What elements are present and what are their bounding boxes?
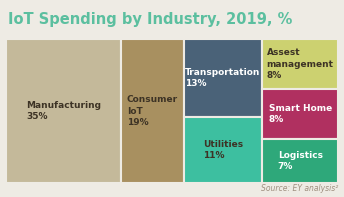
Text: Consumer
IoT
19%: Consumer IoT 19% xyxy=(127,95,178,127)
Text: Source: EY analysis²: Source: EY analysis² xyxy=(261,184,338,193)
Text: IoT Spending by Industry, 2019, %: IoT Spending by Industry, 2019, % xyxy=(8,12,292,27)
Bar xyxy=(262,89,338,139)
Bar xyxy=(121,39,183,183)
Text: Assest
management
8%: Assest management 8% xyxy=(267,48,334,80)
Bar xyxy=(183,39,262,117)
Bar xyxy=(183,117,262,183)
Text: Smart Home
8%: Smart Home 8% xyxy=(269,104,332,124)
Text: Transportation
13%: Transportation 13% xyxy=(185,68,261,88)
Bar xyxy=(262,39,338,89)
Bar xyxy=(262,139,338,183)
Text: Manufacturing
35%: Manufacturing 35% xyxy=(26,101,101,121)
Text: Utilities
11%: Utilities 11% xyxy=(203,140,243,160)
Bar xyxy=(6,39,121,183)
Text: Logistics
7%: Logistics 7% xyxy=(278,151,323,171)
